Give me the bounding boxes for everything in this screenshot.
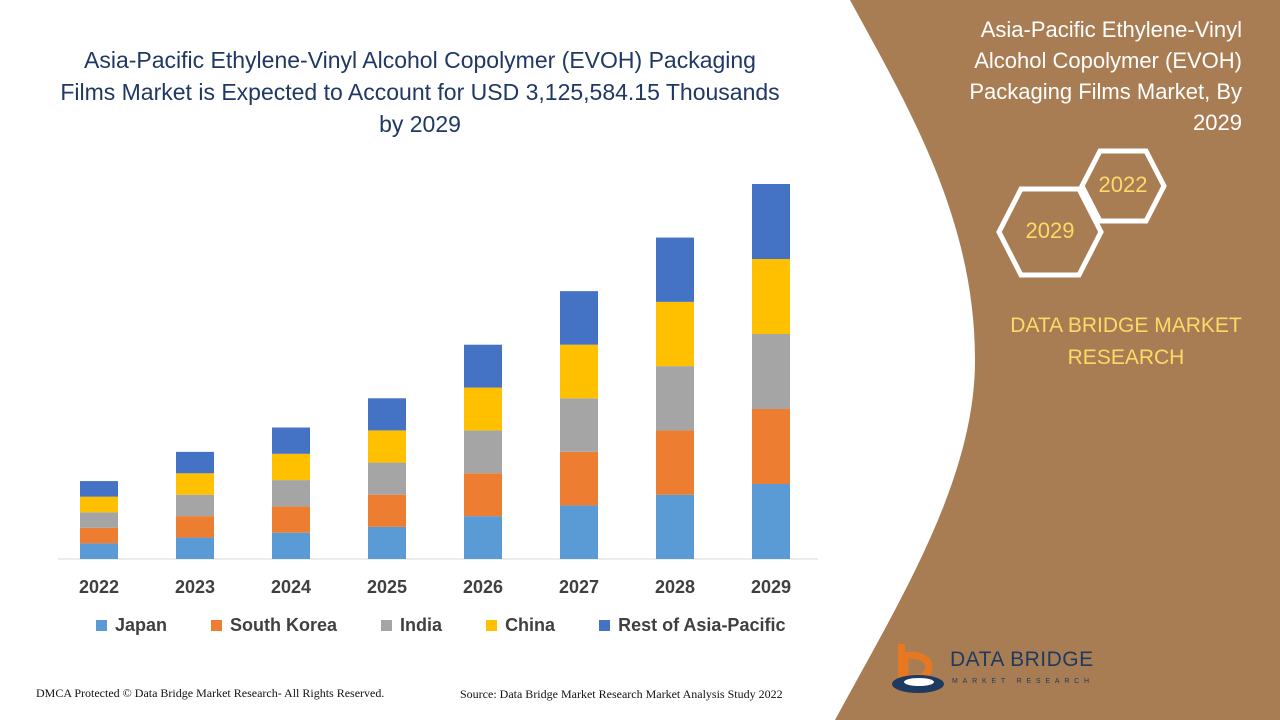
bar-2024-rest-of-asia-pacific: [272, 427, 310, 454]
stacked-bar-chart: 2022 2023 2024 2025 2026 2027 2028 2029: [58, 184, 818, 597]
bar-2026-japan: [464, 516, 502, 559]
legend-label: Japan: [115, 615, 168, 635]
bar-2022-south-korea: [80, 527, 118, 544]
bar-2027-india: [560, 398, 598, 452]
x-tick-label-2029: 2029: [751, 577, 791, 597]
bar-2023-rest-of-asia-pacific: [176, 451, 214, 474]
bar-2022-rest-of-asia-pacific: [80, 481, 118, 497]
legend-swatch: [211, 620, 223, 631]
logo-mark-icon: [892, 644, 944, 693]
legend-item-india: India: [381, 615, 442, 636]
bar-2024-china: [272, 453, 310, 481]
bar-2026-china: [464, 387, 502, 431]
hexagon-2029: [996, 186, 1104, 278]
hex-year-2022-label: 2022: [1098, 172, 1148, 197]
bar-2025-india: [368, 462, 406, 495]
x-tick-label-2026: 2026: [463, 577, 503, 597]
bar-2026-india: [464, 430, 502, 474]
bar-2025-china: [368, 430, 406, 463]
bar-2028-south-korea: [656, 430, 694, 495]
bar-2023-india: [176, 494, 214, 517]
bar-2027-japan: [560, 505, 598, 559]
bar-2023-china: [176, 473, 214, 495]
bar-2025-japan: [368, 526, 406, 559]
bar-2026-rest-of-asia-pacific: [464, 344, 502, 388]
bar-2028-china: [656, 301, 694, 367]
side-panel-shape: [835, 0, 1280, 720]
x-tick-label-2027: 2027: [559, 577, 599, 597]
x-tick-labels: 2022 2023 2024 2025 2026 2027 2028 2029: [79, 577, 791, 597]
bar-2023-japan: [176, 537, 214, 559]
bar-2027-china: [560, 344, 598, 399]
side-panel-title: Asia-Pacific Ethylene-Vinyl Alcohol Copo…: [969, 17, 1242, 135]
bar-2024-india: [272, 480, 310, 507]
bar-2027-south-korea: [560, 451, 598, 506]
x-tick-label-2023: 2023: [175, 577, 215, 597]
source-text: Source: Data Bridge Market Research Mark…: [460, 687, 783, 701]
legend-label: China: [505, 615, 556, 635]
legend-swatch: [486, 620, 498, 631]
copyright-text: DMCA Protected © Data Bridge Market Rese…: [36, 686, 385, 700]
legend-item-south-korea: South Korea: [211, 615, 337, 636]
legend-item-japan: Japan: [96, 615, 167, 636]
bars-group: [80, 184, 790, 559]
bar-2023-south-korea: [176, 516, 214, 538]
bar-2027-rest-of-asia-pacific: [560, 291, 598, 345]
bar-2029-south-korea: [752, 409, 790, 484]
bar-2024-south-korea: [272, 506, 310, 533]
bar-2029-india: [752, 334, 790, 409]
x-tick-label-2022: 2022: [79, 577, 119, 597]
brand-line-2: RESEARCH: [1067, 346, 1185, 369]
bar-2029-japan: [752, 484, 790, 559]
legend-label: India: [400, 615, 443, 635]
legend-item-rest-of-asia-pacific: Rest of Asia-Pacific: [599, 615, 785, 636]
chart-title: Asia-Pacific Ethylene-Vinyl Alcohol Copo…: [60, 47, 780, 137]
bar-2028-japan: [656, 494, 694, 559]
legend-swatch: [599, 620, 611, 631]
bar-2022-china: [80, 496, 118, 513]
legend-swatch: [381, 620, 393, 631]
bar-2022-india: [80, 512, 118, 528]
legend-label: South Korea: [230, 615, 338, 635]
bar-2025-south-korea: [368, 494, 406, 527]
brand-text: DATA BRIDGE MARKET RESEARCH: [990, 310, 1262, 374]
bar-2025-rest-of-asia-pacific: [368, 398, 406, 431]
company-logo: DATA BRIDGE MARKET RESEARCH: [888, 638, 1108, 698]
bar-2029-china: [752, 259, 790, 334]
logo-tagline: MARKET RESEARCH: [952, 678, 1094, 685]
x-tick-label-2025: 2025: [367, 577, 407, 597]
bar-2026-south-korea: [464, 473, 502, 517]
legend-swatch: [96, 620, 107, 631]
chart-legend: Japan South Korea India China Rest of Asia-P…: [96, 615, 829, 636]
x-tick-label-2024: 2024: [271, 577, 311, 597]
bar-2028-rest-of-asia-pacific: [656, 237, 694, 302]
logo-name: DATA BRIDGE: [950, 648, 1094, 671]
hexagon-2022: [1079, 148, 1167, 224]
bar-2022-japan: [80, 543, 118, 559]
legend-label: Rest of Asia-Pacific: [618, 615, 786, 635]
bar-2028-india: [656, 366, 694, 431]
bar-2029-rest-of-asia-pacific: [752, 184, 790, 259]
bar-2024-japan: [272, 532, 310, 559]
hex-year-2029-label: 2029: [1025, 218, 1075, 243]
legend-item-china: China: [486, 615, 555, 636]
brand-line-1: DATA BRIDGE MARKET: [1010, 314, 1242, 337]
x-tick-label-2028: 2028: [655, 577, 695, 597]
